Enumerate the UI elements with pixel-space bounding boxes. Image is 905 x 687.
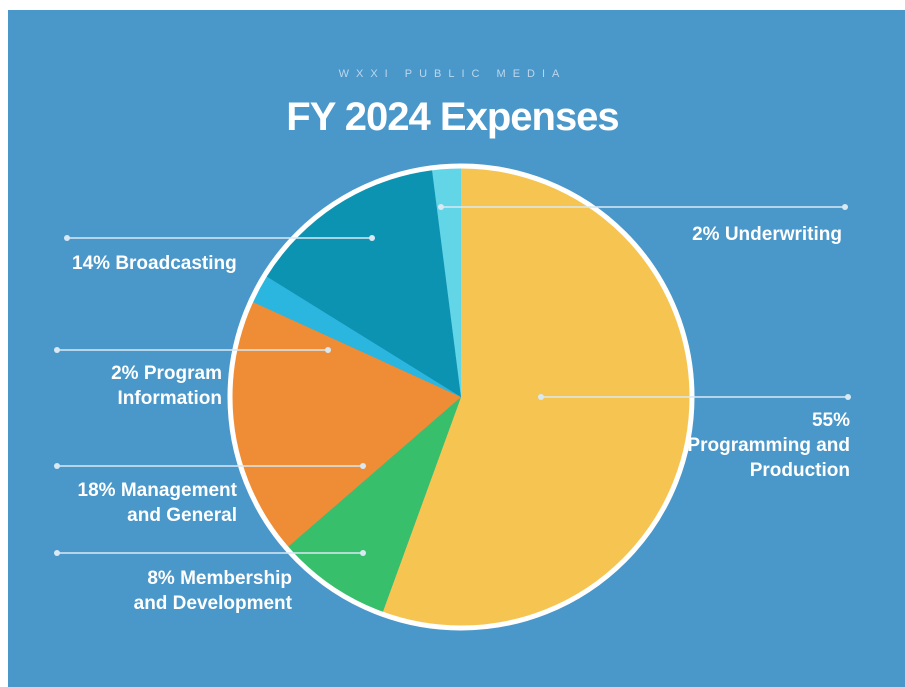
leader-dot [845,394,851,400]
leader-dot [325,347,331,353]
pie-slice [286,397,461,615]
leader-dot [369,235,375,241]
pie-slice [431,166,461,397]
leader-dot [438,204,444,210]
slice-label: 2% Underwriting [582,222,842,247]
pie-slice [264,167,461,397]
value-label: 18% [77,480,116,501]
leader-dot [54,550,60,556]
slice-label: 14% Broadcasting [72,251,332,276]
value-label: 8% [147,568,175,589]
category-label: Broadcasting [115,253,237,274]
chart-title: FY 2024 Expenses [286,95,619,139]
pie-slice [250,275,461,397]
category-label: Underwriting [724,224,842,245]
category-label: Membership and Development [133,568,292,614]
value-label: 55% [811,410,850,431]
value-label: 2% [692,224,720,245]
leader-dot [538,394,544,400]
chart-subtitle: WXXI PUBLIC MEDIA [338,68,567,80]
category-label: Management and General [120,480,237,526]
slice-label: 2% Program Information [52,361,222,411]
pie-slice [230,301,461,549]
leader-dot [360,463,366,469]
slice-label: 18% Management and General [47,478,237,528]
leader-dot [64,235,70,241]
category-label: Program Information [117,363,223,409]
leader-dot [54,463,60,469]
slice-label: 55% Programming and Production [680,408,850,483]
value-label: 14% [72,253,111,274]
leader-dot [842,204,848,210]
slice-label: 8% Membership and Development [112,566,292,616]
value-label: 2% [111,363,139,384]
leader-dot [360,550,366,556]
category-label: Programming and Production [687,435,850,481]
pie-slice [381,166,693,628]
leader-dot [54,347,60,353]
